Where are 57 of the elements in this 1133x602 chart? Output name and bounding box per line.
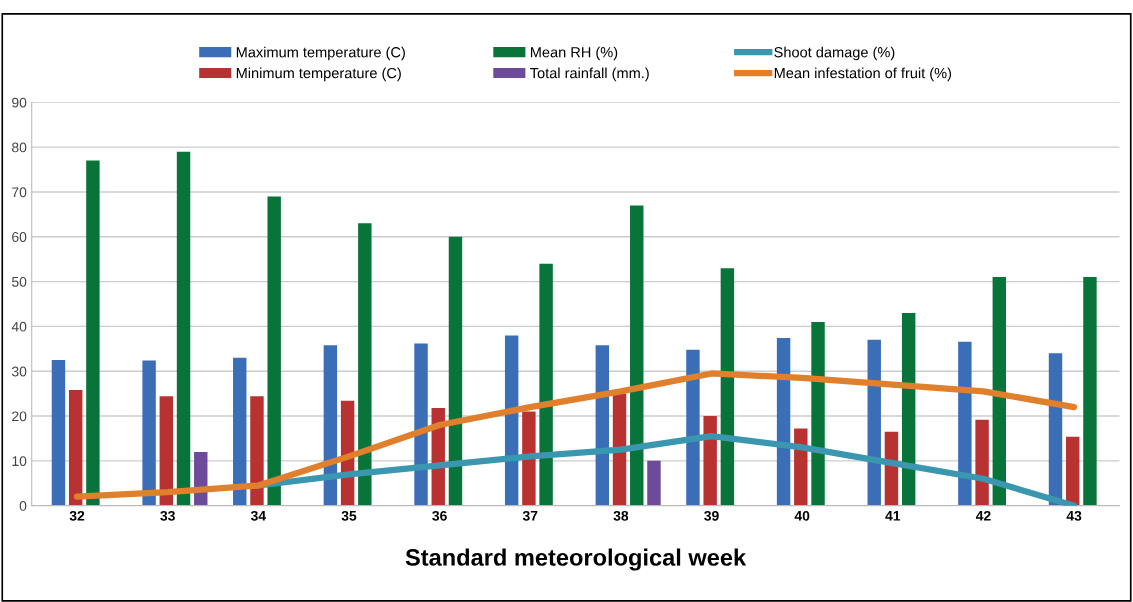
bar xyxy=(686,349,700,506)
bar xyxy=(975,419,989,506)
y-tick-label: 70 xyxy=(12,187,27,198)
x-tick-label: 38 xyxy=(613,510,629,521)
bar xyxy=(992,277,1007,506)
bar xyxy=(233,357,247,506)
bar xyxy=(51,360,66,506)
x-tick-label: 39 xyxy=(704,510,719,521)
x-tick-label: 32 xyxy=(69,510,85,521)
bar xyxy=(358,223,372,506)
bar xyxy=(539,263,553,506)
legend-label: Mean RH (%) xyxy=(530,46,618,61)
bar xyxy=(250,396,264,506)
bar xyxy=(647,460,661,506)
bar xyxy=(267,196,281,506)
x-tick-label: 41 xyxy=(885,511,901,521)
bar xyxy=(448,236,463,506)
bar xyxy=(811,321,825,506)
legend-label: Mean infestation of fruit (%) xyxy=(774,67,952,82)
legend-label: Total rainfall (mm.) xyxy=(530,67,649,82)
bar xyxy=(720,268,735,506)
bar xyxy=(68,390,83,506)
y-tick-label: 80 xyxy=(12,142,27,153)
bar xyxy=(703,416,717,506)
y-tick-label: 90 xyxy=(12,97,27,108)
legend-label: Maximum temperature (C) xyxy=(236,46,405,61)
bar xyxy=(159,396,174,506)
bar xyxy=(612,393,627,506)
x-tick-label: 33 xyxy=(160,510,175,521)
bar xyxy=(142,360,156,506)
x-tick-label: 43 xyxy=(1066,510,1082,521)
legend-label: Minimum temperature (C) xyxy=(236,67,401,82)
bar xyxy=(901,312,916,506)
x-tick-label: 42 xyxy=(975,510,991,521)
x-tick-label: 37 xyxy=(522,510,538,521)
bar xyxy=(522,411,536,506)
y-tick-label: 40 xyxy=(11,321,27,332)
legend-label: Shoot damage (%) xyxy=(774,46,895,61)
bar xyxy=(86,160,100,506)
x-tick-label: 34 xyxy=(250,510,266,521)
bar xyxy=(630,205,644,506)
bar xyxy=(958,341,972,506)
y-tick-label: 0 xyxy=(19,501,27,511)
y-tick-label: 50 xyxy=(11,276,27,287)
bar xyxy=(794,428,808,506)
bar xyxy=(1083,277,1097,506)
x-tick-label: 40 xyxy=(794,510,810,521)
y-tick-label: 60 xyxy=(12,232,27,242)
bar xyxy=(1066,436,1080,506)
bar xyxy=(414,343,428,506)
y-tick-label: 10 xyxy=(12,456,27,467)
y-tick-label: 30 xyxy=(11,366,27,377)
x-axis-title: Standard meteorological week xyxy=(405,548,747,571)
x-tick-label: 35 xyxy=(341,510,357,521)
y-tick-label: 20 xyxy=(12,411,27,422)
bar xyxy=(176,151,191,506)
x-tick-label: 36 xyxy=(432,510,447,521)
